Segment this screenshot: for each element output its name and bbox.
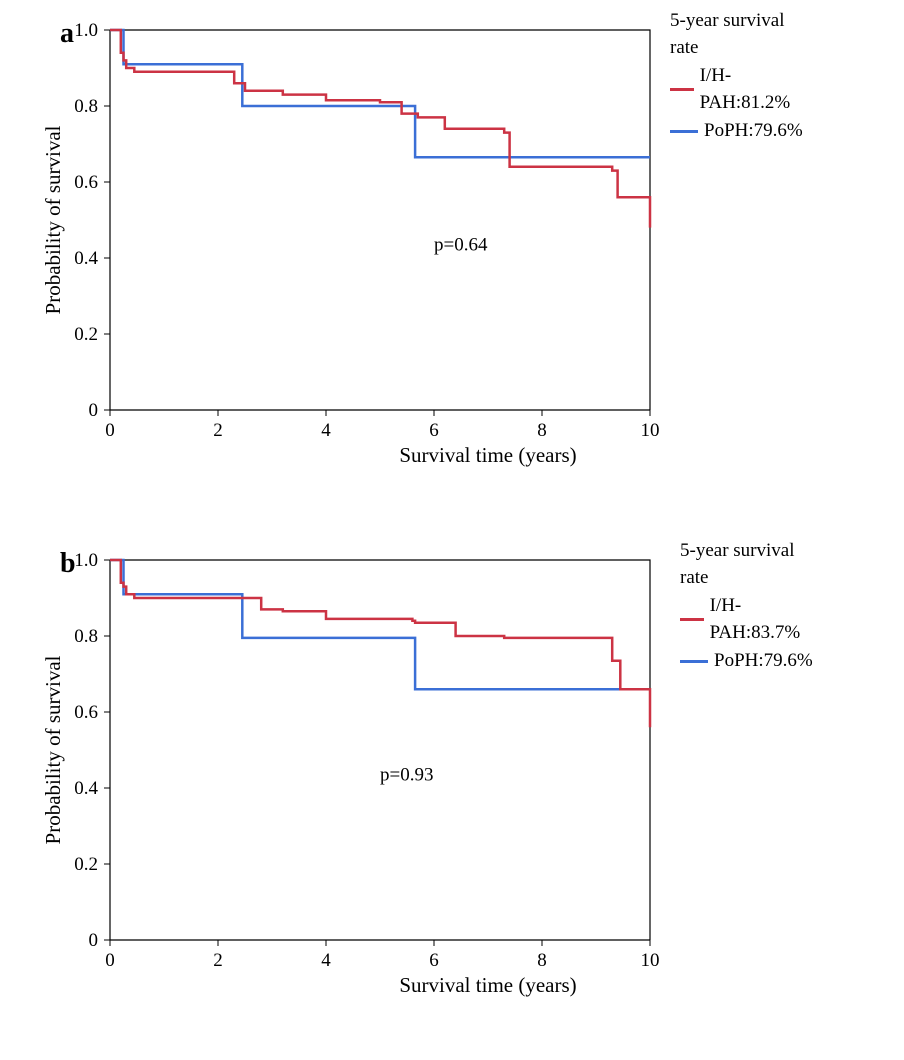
svg-text:0.6: 0.6 xyxy=(74,172,98,193)
panel-b-chart: 0 0.2 0.4 0.6 0.8 1.0 0 2 4 6 8 10 Probability of su… xyxy=(40,550,660,1000)
svg-text:p=0.93: p=0.93 xyxy=(380,764,433,785)
figure-page: a 00.20.40.60.81.00246810Probability of … xyxy=(0,0,904,1060)
svg-text:0: 0 xyxy=(105,420,115,441)
legend-label: I/H-PAH:81.2% xyxy=(700,63,803,116)
svg-text:6: 6 xyxy=(429,420,439,441)
svg-text:8: 8 xyxy=(537,950,547,971)
svg-text:p=0.64: p=0.64 xyxy=(434,234,488,255)
legend-item-ihpah: I/H-PAH:83.7% xyxy=(680,593,813,646)
svg-text:10: 10 xyxy=(641,420,660,441)
legend-swatch xyxy=(670,130,698,133)
svg-text:0.4: 0.4 xyxy=(74,778,98,799)
legend-label: PoPH:79.6% xyxy=(714,648,813,675)
svg-text:0.4: 0.4 xyxy=(74,248,98,269)
svg-text:0.2: 0.2 xyxy=(74,854,98,875)
legend-swatch xyxy=(680,660,708,663)
svg-text:0: 0 xyxy=(89,400,99,421)
legend-title: 5-year survival rate xyxy=(670,8,803,61)
svg-text:0: 0 xyxy=(105,950,115,971)
panel-a-chart: 0 0.2 0.4 0.6 0.8 1.0 0 2 4 6 8 10 Probability of su… xyxy=(40,20,660,470)
svg-text:2: 2 xyxy=(213,950,223,971)
panel-a-legend: 5-year survival rateI/H-PAH:81.2%PoPH:79… xyxy=(670,8,803,145)
svg-text:10: 10 xyxy=(641,950,660,971)
svg-text:0.2: 0.2 xyxy=(74,324,98,345)
svg-text:0.8: 0.8 xyxy=(74,96,98,117)
svg-text:4: 4 xyxy=(321,950,331,971)
svg-text:4: 4 xyxy=(321,420,331,441)
svg-text:Probability of survival: Probability of survival xyxy=(41,655,65,844)
legend-title: 5-year survival rate xyxy=(680,538,813,591)
svg-text:Survival time (years): Survival time (years) xyxy=(399,443,576,467)
legend-label: PoPH:79.6% xyxy=(704,118,803,145)
legend-item-poph: PoPH:79.6% xyxy=(680,648,813,675)
svg-text:Survival time (years): Survival time (years) xyxy=(399,973,576,997)
legend-label: I/H-PAH:83.7% xyxy=(710,593,813,646)
svg-text:6: 6 xyxy=(429,950,439,971)
svg-text:1.0: 1.0 xyxy=(74,550,98,571)
svg-text:1.0: 1.0 xyxy=(74,20,98,41)
svg-text:0.8: 0.8 xyxy=(74,626,98,647)
svg-text:0.6: 0.6 xyxy=(74,702,98,723)
legend-swatch xyxy=(680,618,704,621)
svg-text:2: 2 xyxy=(213,420,223,441)
legend-item-poph: PoPH:79.6% xyxy=(670,118,803,145)
legend-item-ihpah: I/H-PAH:81.2% xyxy=(670,63,803,116)
legend-swatch xyxy=(670,88,694,91)
panel-b-legend: 5-year survival rateI/H-PAH:83.7%PoPH:79… xyxy=(680,538,813,675)
svg-text:Probability of survival: Probability of survival xyxy=(41,125,65,314)
svg-text:8: 8 xyxy=(537,420,547,441)
svg-text:0: 0 xyxy=(89,930,99,951)
